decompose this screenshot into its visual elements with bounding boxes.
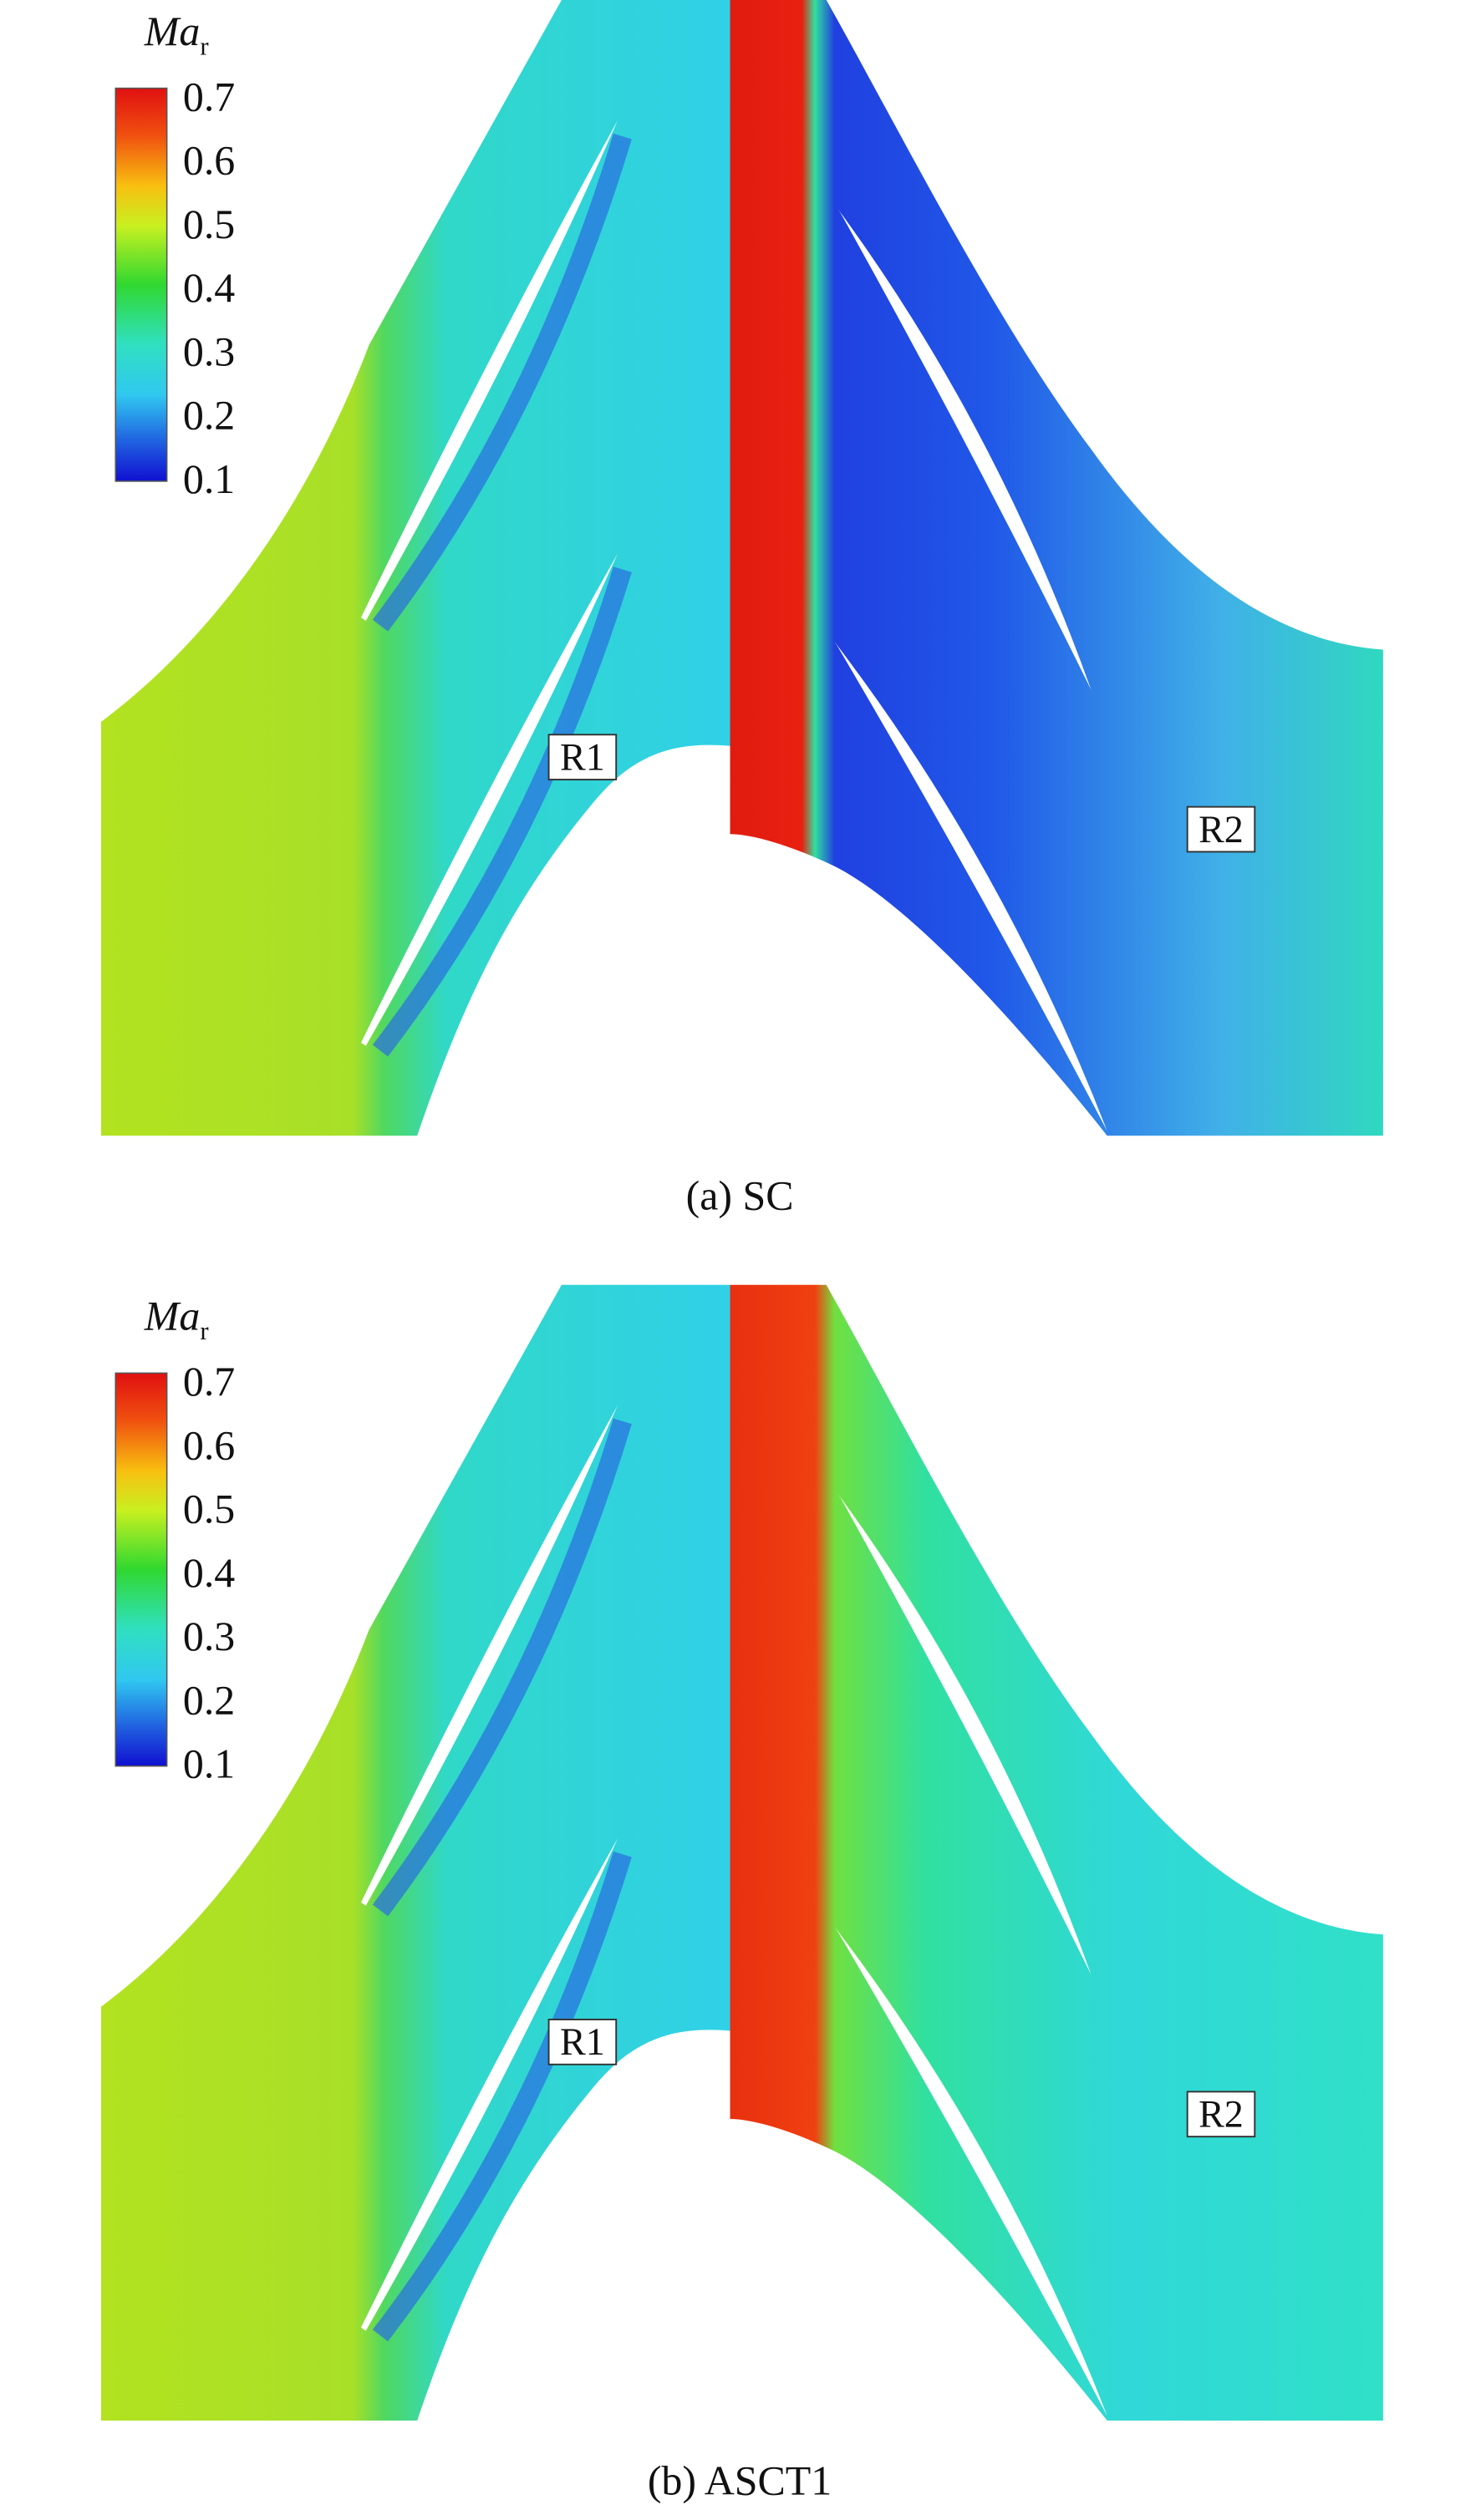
colorbar [115, 1372, 168, 1767]
legend-tick: 0.3 [183, 328, 235, 374]
label-box [1186, 805, 1256, 853]
legend-tick: 0.3 [183, 1613, 235, 1659]
r1-blade [360, 1838, 618, 2331]
r1-blade [360, 553, 618, 1046]
legend-tick: 0.4 [183, 1550, 235, 1596]
r2-domain [730, 0, 1383, 1136]
blade-shadow [372, 1851, 632, 2342]
zone-label: R1 [560, 735, 605, 778]
blade-shadow [372, 133, 632, 632]
blade-shadow [372, 566, 632, 1057]
caption: (b) ASCT1 [648, 2457, 832, 2503]
legend-tick: 0.6 [183, 138, 235, 184]
legend-tick: 0.2 [183, 1677, 235, 1723]
r2-domain [730, 1284, 1383, 2421]
colorbar [115, 87, 168, 482]
label-box [547, 2019, 618, 2065]
zone-label: R2 [1199, 2093, 1244, 2136]
panel: Mar 0.7 0.6 0.5 0.4 0.3 0.2 0.1 R1 R2 (a) SC [100, 0, 1383, 1219]
legend-tick: 0.1 [183, 456, 235, 502]
blade-shadow [372, 1418, 632, 1917]
legend-tick: 0.7 [183, 1359, 235, 1405]
legend-tick: 0.6 [183, 1422, 235, 1468]
panel: Mar 0.7 0.6 0.5 0.4 0.3 0.2 0.1 R1 R2 (b) ASCT1 [100, 1284, 1383, 2503]
legend-title: Mar [144, 8, 209, 61]
zone-label: R2 [1199, 808, 1244, 851]
legend-tick: 0.5 [183, 1486, 235, 1532]
label-box [1186, 2091, 1256, 2138]
legend-tick: 0.7 [183, 74, 235, 119]
legend-title: Mar [144, 1293, 209, 1346]
label-box [547, 734, 618, 780]
r1-blade [360, 119, 618, 621]
caption: (a) SC [686, 1173, 794, 1219]
legend-subscript: r [200, 1317, 208, 1345]
legend-tick: 0.4 [183, 265, 235, 311]
r1-blade [360, 1405, 618, 1906]
legend-tick: 0.1 [183, 1741, 235, 1787]
zone-label: R1 [560, 2020, 605, 2063]
legend-tick: 0.2 [183, 393, 235, 439]
legend-tick: 0.5 [183, 201, 235, 247]
legend-subscript: r [200, 32, 208, 60]
